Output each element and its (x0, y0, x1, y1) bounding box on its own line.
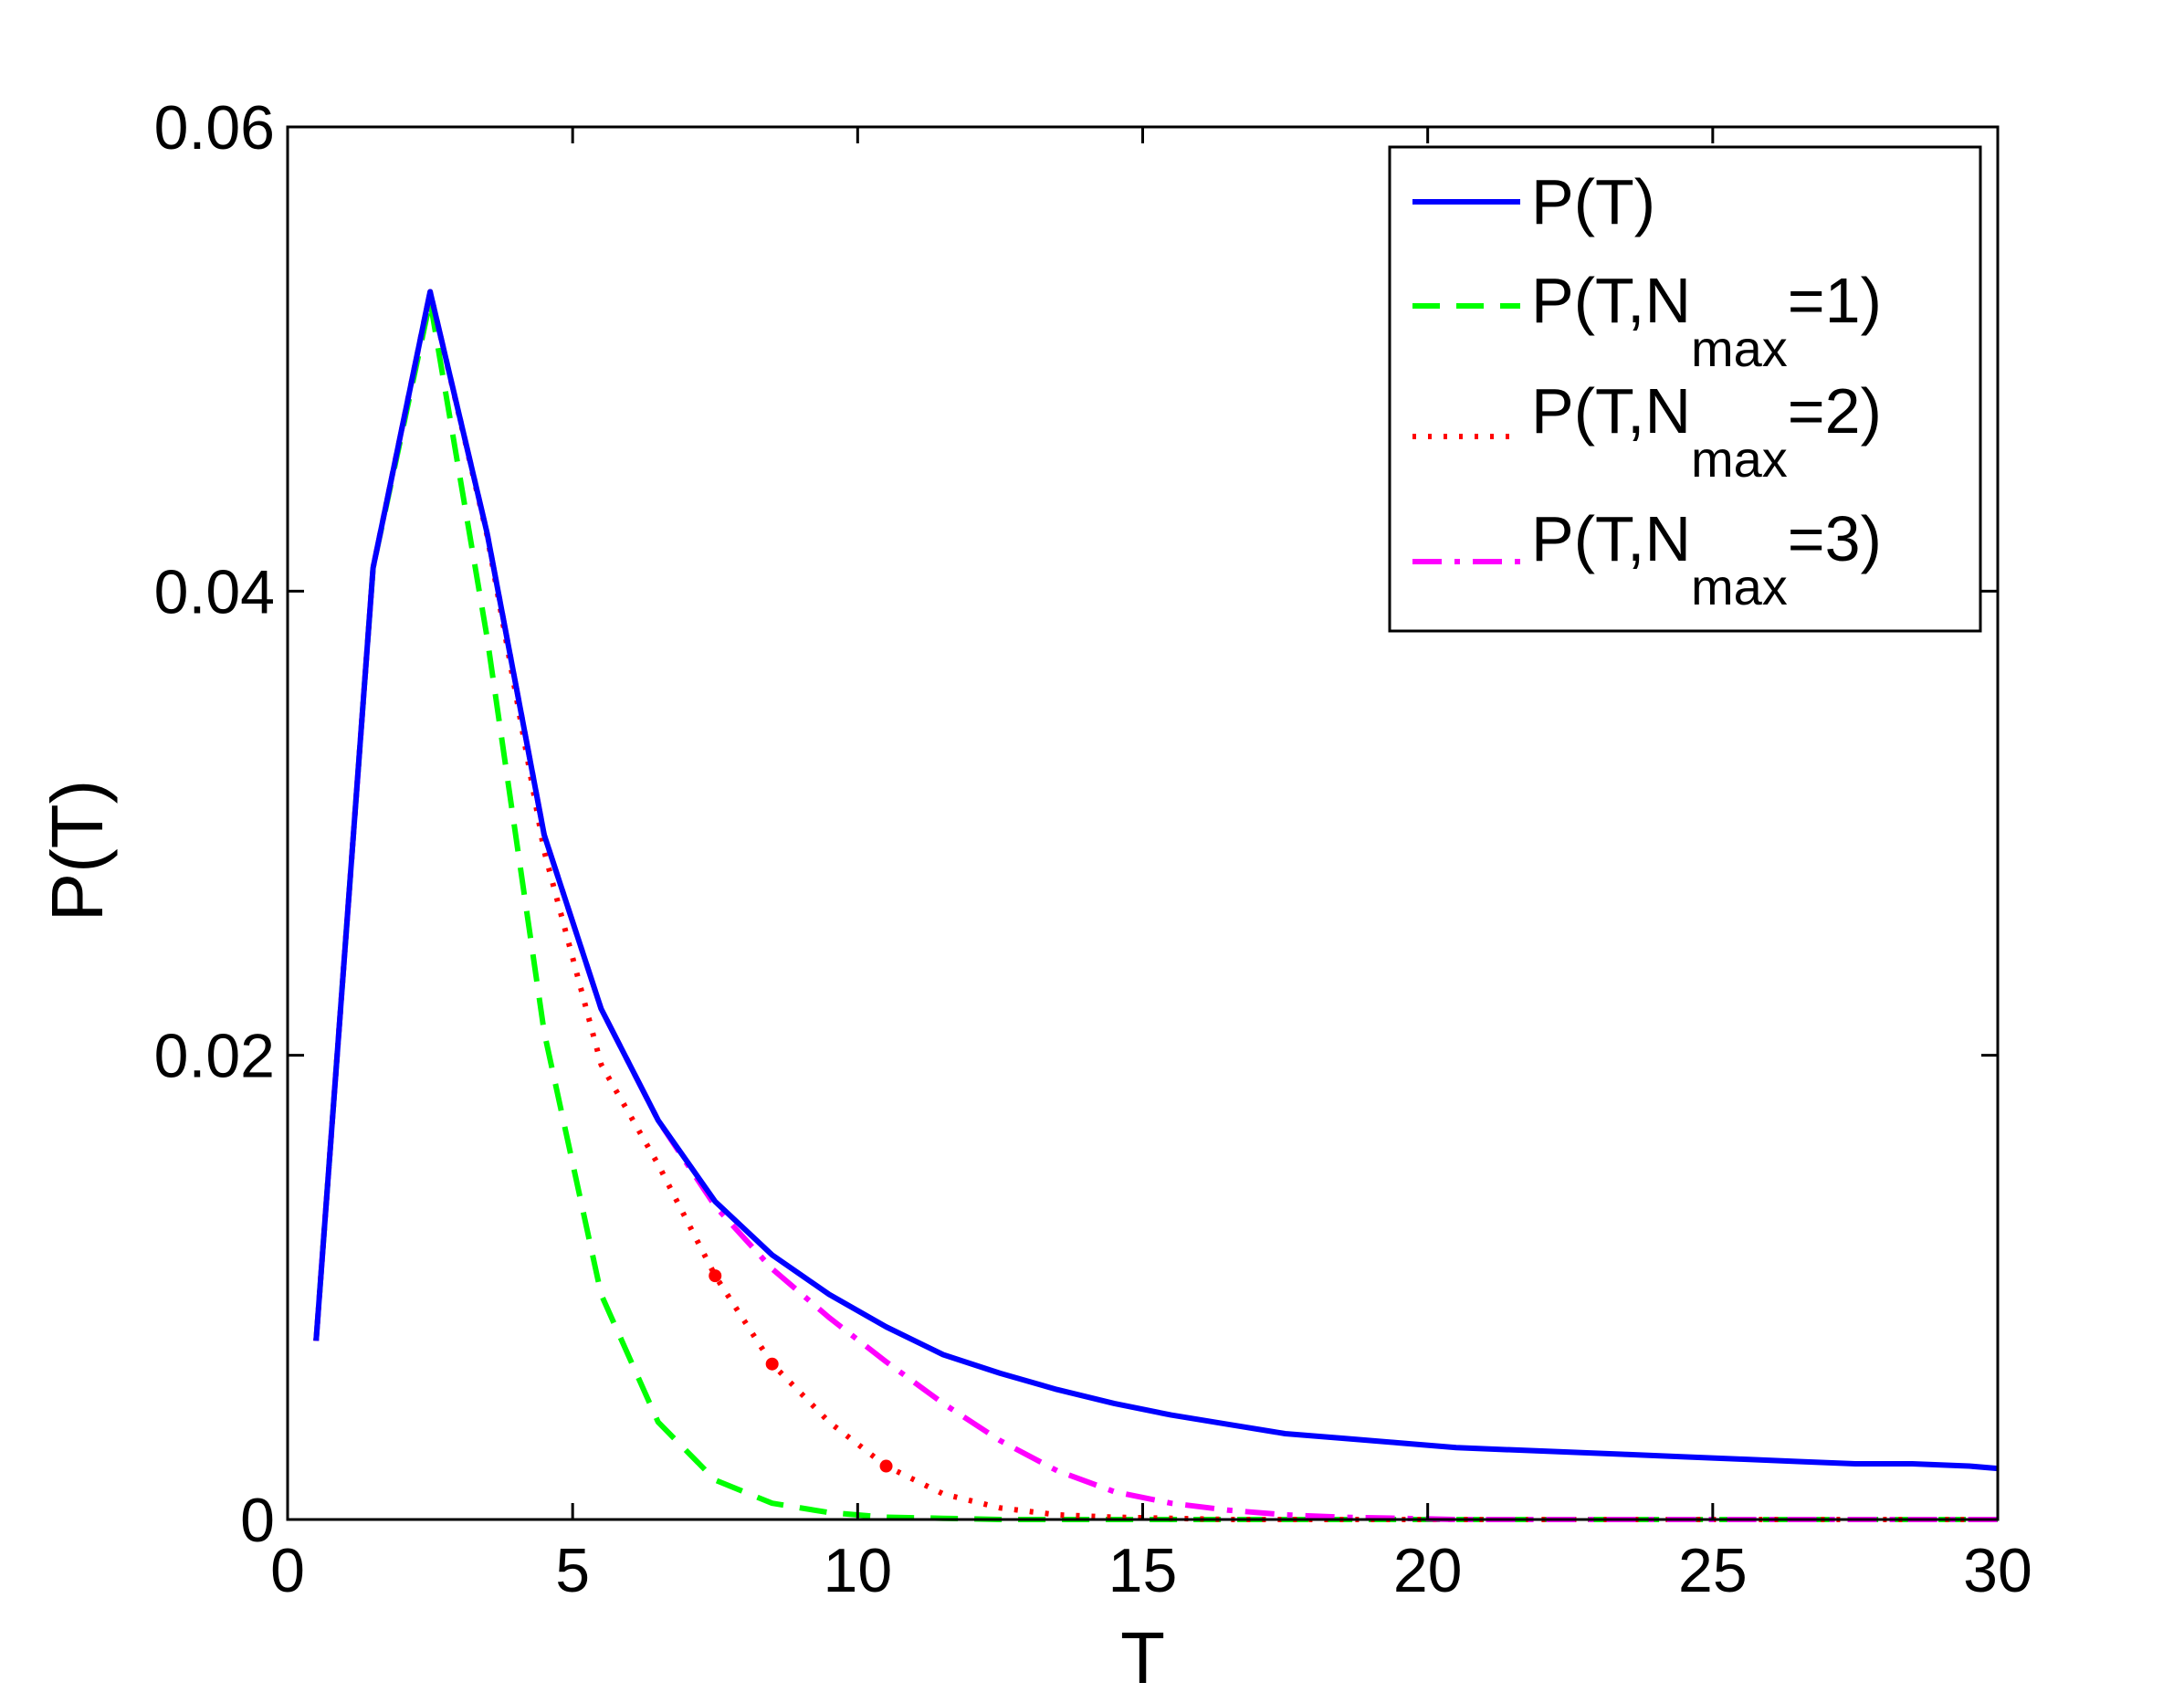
legend-label-1: P(T) (1531, 166, 1655, 237)
legend-label-4: P(T,Nmax=3) (1531, 503, 1882, 615)
y-axis-title: P(T) (37, 780, 118, 922)
legend-label-subscript: max (1691, 430, 1788, 488)
y-tick-label: 0.04 (154, 557, 275, 626)
legend-label-3: P(T,Nmax=2) (1531, 375, 1882, 488)
y-tick-label: 0.02 (154, 1022, 275, 1091)
x-tick-label: 20 (1393, 1536, 1463, 1605)
legend-label-text: P(T,N (1531, 503, 1691, 574)
legend-label-suffix: =2) (1788, 375, 1882, 447)
legend-label-text: P(T,N (1531, 265, 1691, 336)
series-line-1 (313, 289, 1999, 1472)
legend-label-text: P(T) (1531, 166, 1655, 237)
legend-label-subscript: max (1691, 320, 1788, 377)
x-tick-label: 5 (555, 1536, 590, 1605)
x-tick-label: 25 (1678, 1536, 1748, 1605)
y-tick-label: 0 (240, 1486, 275, 1555)
legend-label-subscript: max (1691, 558, 1788, 615)
legend-label-text: P(T,N (1531, 375, 1691, 447)
y-tick-label: 0.06 (154, 93, 275, 163)
legend-box (1388, 145, 1982, 633)
x-axis-title: T (1120, 1617, 1165, 1693)
legend-label-suffix: =3) (1788, 503, 1882, 574)
axis-ticks: 0 5 10 15 20 25 30 0 0.02 0.04 0.06 (154, 93, 2032, 1605)
x-tick-label: 15 (1108, 1536, 1178, 1605)
legend: P(T)P(T,Nmax=1)P(T,Nmax=2)P(T,Nmax=3) (1388, 145, 1982, 633)
data-marker-3 (879, 1459, 893, 1473)
x-tick-label: 30 (1963, 1536, 2032, 1605)
data-marker-2 (765, 1357, 779, 1371)
data-marker-1 (709, 1269, 722, 1283)
x-tick-label: 10 (824, 1536, 893, 1605)
legend-label-2: P(T,Nmax=1) (1531, 265, 1882, 377)
x-tick-label: 0 (270, 1536, 305, 1605)
legend-label-suffix: =1) (1788, 265, 1882, 336)
